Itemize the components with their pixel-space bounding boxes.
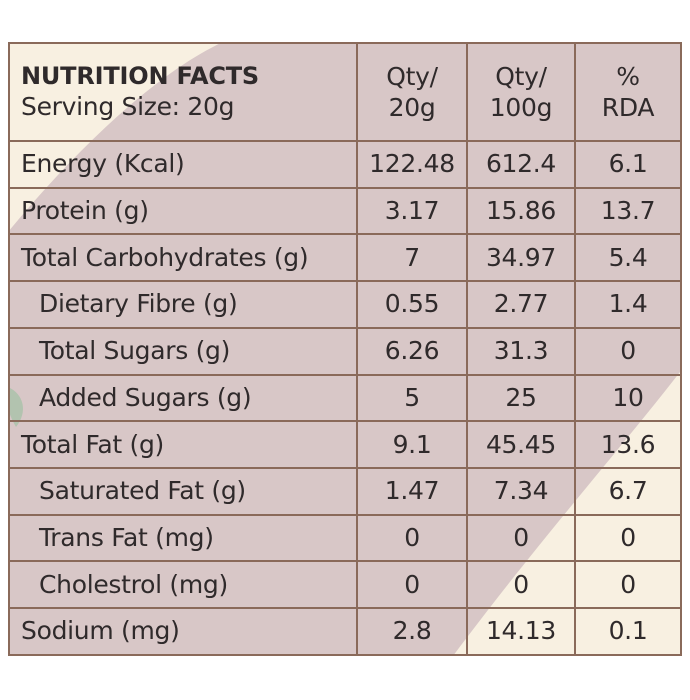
nutrient-label: Saturated Fat (g) <box>8 467 358 516</box>
nutrient-row-energy: Energy (Kcal) 122.48 612.4 6.1 <box>8 140 682 189</box>
value-per-20g: 3.17 <box>356 186 468 236</box>
nutrient-row-trans-fat: Trans Fat (mg) 0 0 0 <box>8 513 682 563</box>
nutrient-row-sodium: Sodium (mg) 2.8 14.13 0.1 <box>8 607 682 656</box>
nutrient-row-cholestrol: Cholestrol (mg) 0 0 0 <box>8 560 682 610</box>
value-per-100g: 14.13 <box>466 607 576 656</box>
value-rda: 1.4 <box>574 280 682 329</box>
value-per-20g: 122.48 <box>356 140 468 189</box>
value-per-20g: 0 <box>356 513 468 563</box>
nutrient-row-total-carbohydrates: Total Carbohydrates (g) 7 34.97 5.4 <box>8 233 682 283</box>
value-per-20g: 5 <box>356 373 468 423</box>
value-rda: 13.7 <box>574 186 682 236</box>
nutrient-label: Total Carbohydrates (g) <box>8 233 358 283</box>
value-per-100g: 0 <box>466 560 576 610</box>
value-rda: 0 <box>574 326 682 376</box>
panel-title: NUTRITION FACTS <box>21 62 259 91</box>
value-per-100g: 612.4 <box>466 140 576 189</box>
nutrient-label: Trans Fat (mg) <box>8 513 358 563</box>
panel-title-cell: NUTRITION FACTS Serving Size: 20g <box>8 42 358 142</box>
nutrient-row-total-fat: Total Fat (g) 9.1 45.45 13.6 <box>8 420 682 470</box>
nutrient-label: Added Sugars (g) <box>8 373 358 423</box>
serving-size: Serving Size: 20g <box>21 92 235 122</box>
nutrient-row-total-sugars: Total Sugars (g) 6.26 31.3 0 <box>8 326 682 376</box>
value-per-20g: 9.1 <box>356 420 468 470</box>
nutrient-label: Total Sugars (g) <box>8 326 358 376</box>
nutrient-row-protein: Protein (g) 3.17 15.86 13.7 <box>8 186 682 236</box>
nutrient-row-dietary-fibre: Dietary Fibre (g) 0.55 2.77 1.4 <box>8 280 682 329</box>
column-header-per-20g: Qty/ 20g <box>356 42 468 142</box>
nutrient-row-saturated-fat: Saturated Fat (g) 1.47 7.34 6.7 <box>8 467 682 516</box>
value-rda: 0 <box>574 513 682 563</box>
nutrient-label: Sodium (mg) <box>8 607 358 656</box>
value-per-100g: 2.77 <box>466 280 576 329</box>
value-per-100g: 7.34 <box>466 467 576 516</box>
value-per-20g: 7 <box>356 233 468 283</box>
nutrient-label: Dietary Fibre (g) <box>8 280 358 329</box>
value-rda: 0.1 <box>574 607 682 656</box>
value-rda: 0 <box>574 560 682 610</box>
value-rda: 6.7 <box>574 467 682 516</box>
column-header-rda: % RDA <box>574 42 682 142</box>
value-per-20g: 1.47 <box>356 467 468 516</box>
value-per-100g: 25 <box>466 373 576 423</box>
value-rda: 13.6 <box>574 420 682 470</box>
value-per-20g: 2.8 <box>356 607 468 656</box>
nutrient-label: Cholestrol (mg) <box>8 560 358 610</box>
nutrient-label: Protein (g) <box>8 186 358 236</box>
value-per-100g: 45.45 <box>466 420 576 470</box>
value-per-20g: 0 <box>356 560 468 610</box>
value-per-100g: 34.97 <box>466 233 576 283</box>
value-rda: 5.4 <box>574 233 682 283</box>
nutrient-label: Total Fat (g) <box>8 420 358 470</box>
value-rda: 6.1 <box>574 140 682 189</box>
value-per-20g: 6.26 <box>356 326 468 376</box>
nutrient-row-added-sugars: Added Sugars (g) 5 25 10 <box>8 373 682 423</box>
header-row: NUTRITION FACTS Serving Size: 20g Qty/ 2… <box>8 42 682 142</box>
column-header-per-100g: Qty/ 100g <box>466 42 576 142</box>
nutrition-facts-table: NUTRITION FACTS Serving Size: 20g Qty/ 2… <box>8 42 682 656</box>
value-per-100g: 31.3 <box>466 326 576 376</box>
value-per-100g: 0 <box>466 513 576 563</box>
value-per-20g: 0.55 <box>356 280 468 329</box>
value-rda: 10 <box>574 373 682 423</box>
nutrient-label: Energy (Kcal) <box>8 140 358 189</box>
value-per-100g: 15.86 <box>466 186 576 236</box>
